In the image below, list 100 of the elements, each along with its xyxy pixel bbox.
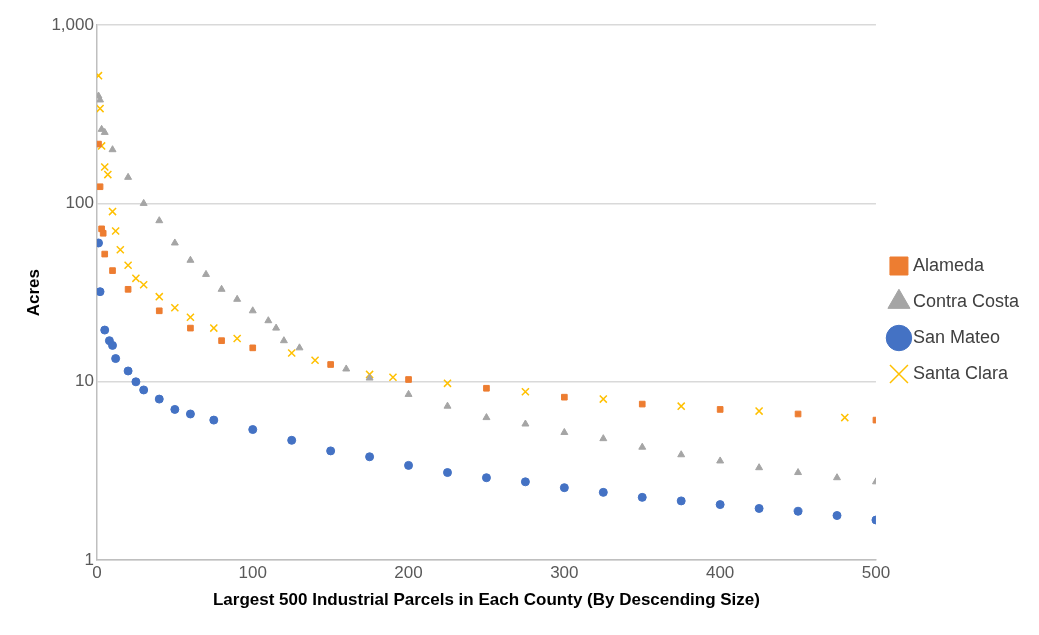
point (677, 450, 686, 458)
point (404, 460, 414, 470)
point (139, 385, 149, 395)
point (481, 473, 491, 483)
point (342, 364, 351, 372)
point (233, 294, 242, 302)
x-tick-label: 200 (394, 563, 423, 583)
point (100, 325, 110, 335)
point (170, 404, 180, 414)
point (116, 245, 125, 255)
point (405, 376, 412, 383)
point (217, 284, 226, 292)
legend-label: Santa Clara (912, 362, 1009, 383)
point (676, 401, 686, 411)
point (124, 285, 132, 293)
point (287, 348, 296, 358)
point (264, 316, 273, 324)
point (279, 336, 288, 344)
point (155, 216, 164, 224)
point (111, 354, 121, 364)
point (131, 274, 141, 283)
point (139, 198, 148, 206)
point (108, 340, 118, 350)
point (840, 413, 850, 422)
point (365, 452, 375, 462)
point (310, 356, 320, 365)
point (96, 104, 105, 113)
x-tick-label: 300 (550, 563, 579, 583)
point (833, 473, 841, 481)
point (96, 183, 104, 191)
point (248, 306, 257, 314)
x-tick-label: 500 (861, 563, 891, 583)
point (123, 366, 133, 376)
point (109, 267, 116, 274)
point (638, 442, 647, 450)
point (295, 343, 304, 351)
point (326, 446, 336, 456)
x-tick-label: 100 (238, 563, 267, 583)
point (327, 361, 334, 368)
point (131, 377, 141, 387)
point (754, 503, 764, 513)
point (794, 410, 802, 418)
point (139, 280, 148, 290)
point (560, 427, 569, 435)
point (520, 477, 530, 487)
x-tick-label: 0 (92, 563, 102, 583)
legend-label: Contra Costa (912, 290, 1020, 311)
point (96, 287, 105, 297)
point (483, 384, 490, 392)
point (716, 456, 725, 464)
point (209, 323, 219, 333)
point (186, 255, 195, 263)
point (185, 409, 195, 419)
point (248, 425, 258, 435)
y-tick-label: 1 (84, 549, 94, 569)
point (793, 506, 803, 516)
y-tick-label: 1,000 (51, 14, 94, 34)
point (111, 226, 120, 236)
point (598, 487, 608, 497)
point (108, 145, 117, 153)
point (170, 303, 180, 313)
point (638, 400, 646, 408)
point (154, 394, 164, 404)
point (754, 406, 764, 416)
point (287, 435, 297, 445)
point (404, 389, 413, 397)
point (187, 324, 194, 332)
point (521, 419, 530, 427)
point (561, 393, 568, 401)
y-tick-label: 10 (75, 371, 94, 391)
x-tick-label: 400 (705, 563, 735, 583)
legend-label: Alameda (912, 254, 985, 275)
point (100, 127, 109, 135)
point (388, 373, 398, 382)
point (521, 387, 530, 396)
point (170, 238, 179, 246)
point (443, 401, 452, 409)
point (124, 172, 133, 180)
point (218, 337, 225, 345)
point (755, 463, 764, 471)
point (96, 140, 102, 148)
point (832, 511, 842, 521)
point (716, 406, 724, 413)
point (794, 468, 803, 476)
point (443, 468, 452, 478)
y-axis-title: Acres (23, 268, 43, 317)
point (202, 269, 210, 277)
point (482, 413, 491, 421)
point (97, 141, 106, 151)
point (676, 496, 686, 506)
point (443, 379, 452, 388)
point (123, 260, 133, 270)
point (209, 415, 219, 425)
point (232, 334, 242, 343)
point (108, 207, 117, 216)
point (272, 323, 281, 331)
point (637, 492, 647, 502)
point (186, 312, 195, 322)
point (155, 307, 163, 315)
x-axis-title: Largest 500 Industrial Parcels in Each County (By Descending Size) (212, 590, 760, 610)
